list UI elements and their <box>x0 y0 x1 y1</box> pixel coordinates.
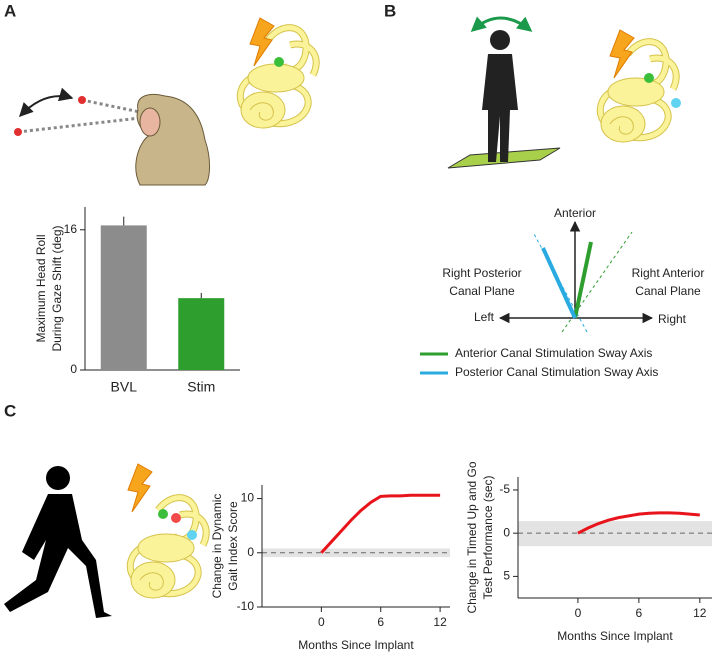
y-tick-label: 5 <box>503 569 510 583</box>
y-tick-label: 0 <box>247 545 254 559</box>
panel-label: A <box>4 1 16 20</box>
bar <box>100 225 147 370</box>
legend-label: Anterior Canal Stimulation Sway Axis <box>455 346 652 360</box>
y-axis-label: Maximum Head Roll <box>34 234 48 342</box>
x-axis-label: Months Since Implant <box>298 638 414 652</box>
plane-label: Right Anterior <box>632 266 705 280</box>
x-tick-label: 12 <box>693 606 707 620</box>
y-tick-label: 0 <box>503 525 510 539</box>
x-tick-label: 0 <box>318 615 325 629</box>
panel-a-illustration <box>14 17 316 186</box>
x-axis-label: Months Since Implant <box>557 629 673 643</box>
y-axis-label: Change in Dynamic <box>210 494 224 599</box>
panel-label: C <box>4 401 16 420</box>
x-tick-label: 0 <box>575 606 582 620</box>
axis-label: Right <box>658 312 687 326</box>
y-axis-label: Gait Index Score <box>226 501 240 591</box>
panel-label: B <box>384 1 396 20</box>
y-tick-label: -10 <box>237 599 255 613</box>
y-axis-label: During Gaze Shift (deg) <box>50 225 64 351</box>
y-tick-label: 16 <box>64 222 78 236</box>
y-axis-label: Test Performance (sec) <box>481 475 495 599</box>
sway-diagram: Anterior Left Right Right Posterior Cana… <box>442 206 705 333</box>
x-tick-label: BVL <box>111 379 138 395</box>
x-tick-label: 6 <box>377 615 384 629</box>
line-series <box>577 511 700 535</box>
reference-band <box>518 521 712 547</box>
y-tick-label: 10 <box>241 491 255 505</box>
y-axis-label: Change in Timed Up and Go <box>465 461 479 613</box>
axis-label: Anterior <box>554 206 596 220</box>
plane-label: Canal Plane <box>449 284 515 298</box>
plane-label: Canal Plane <box>635 284 701 298</box>
panel-b-illustration <box>447 16 681 169</box>
panel-c-illustration <box>4 463 206 618</box>
x-tick-label: 12 <box>433 615 447 629</box>
bar <box>178 298 225 370</box>
y-tick-label: 0 <box>70 362 77 376</box>
axis-label: Left <box>474 310 495 324</box>
plane-label: Right Posterior <box>442 266 521 280</box>
y-tick-label: -5 <box>499 482 510 496</box>
x-tick-label: Stim <box>187 379 215 395</box>
line-series <box>320 493 441 554</box>
x-tick-label: 6 <box>636 606 643 620</box>
legend-label: Posterior Canal Stimulation Sway Axis <box>455 365 658 379</box>
